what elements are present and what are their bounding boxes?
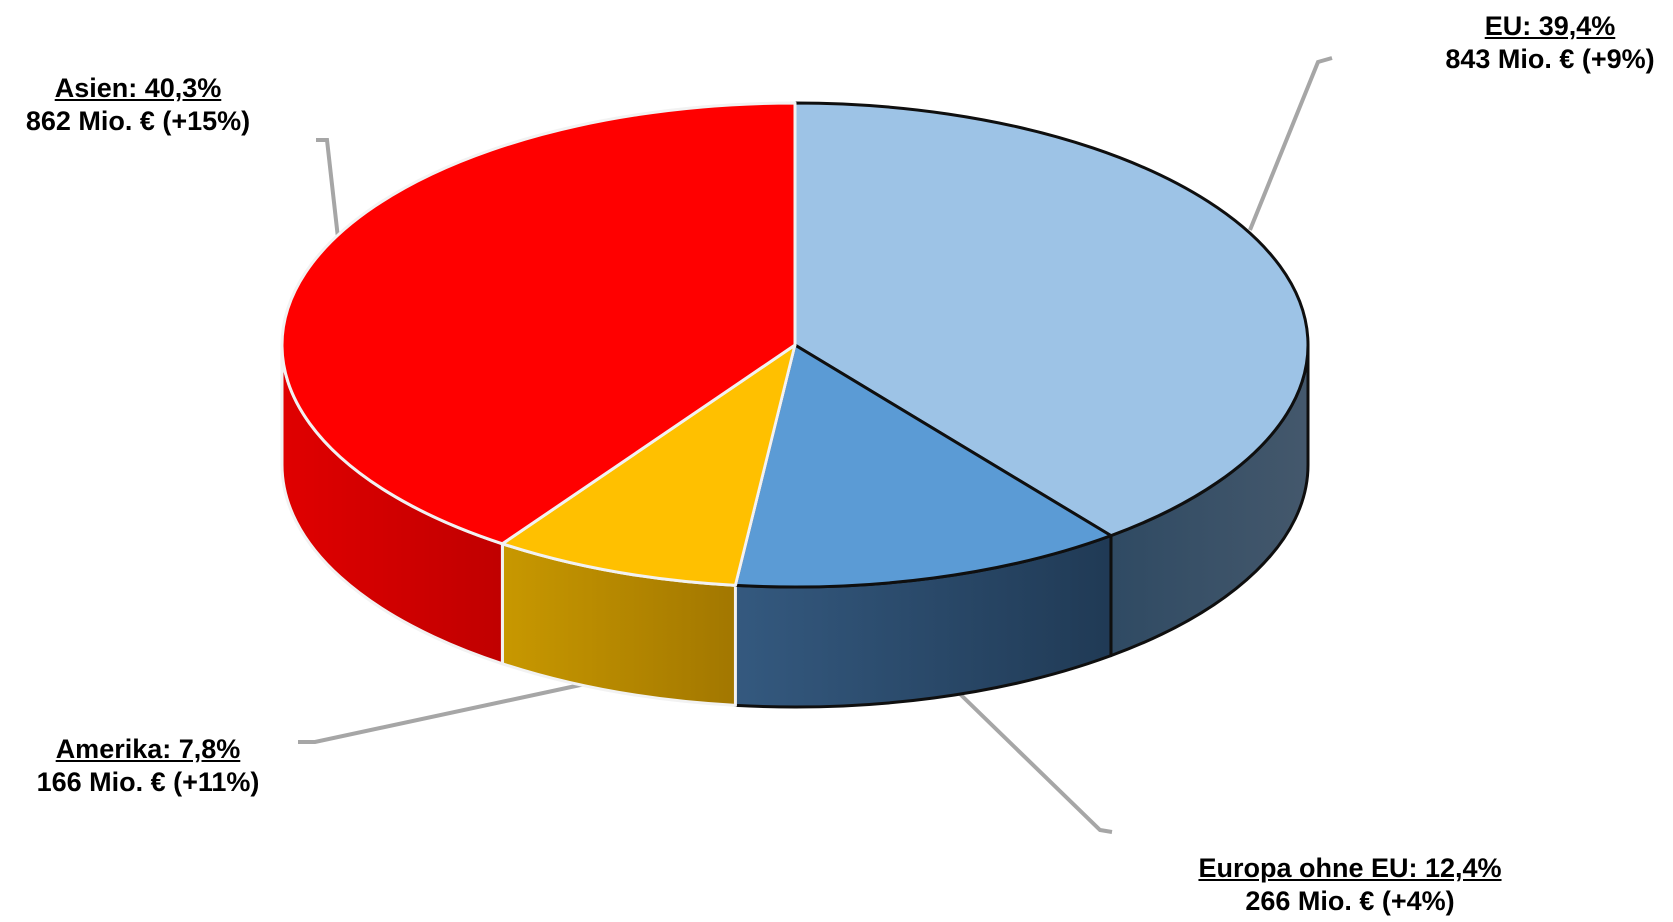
slice-europa-ohne-eu (733, 343, 1113, 589)
slice-label-europa-ohne-eu-name: Europa ohne EU: 12,4% (1198, 853, 1502, 883)
slice-label-amerika-amount: 166 Mio. € (+11%) (36, 767, 260, 797)
slice-label-europa-ohne-eu: Europa ohne EU: 12,4% 266 Mio. € (+4%) (1180, 852, 1520, 918)
slice-amerika (500, 343, 797, 587)
leader-lines (298, 56, 1333, 834)
slice-label-asien-amount: 862 Mio. € (+15%) (25, 106, 251, 136)
slice-label-eu-amount: 843 Mio. € (+9%) (1445, 44, 1655, 74)
pie-tops (280, 101, 1310, 589)
leader-line-asien (316, 138, 340, 239)
leader-line-amerika (298, 682, 586, 744)
slice-label-europa-ohne-eu-amount: 266 Mio. € (+4%) (1245, 886, 1455, 916)
slice-label-eu-name: EU: 39,4% (1484, 11, 1616, 41)
pie-sides (280, 343, 1310, 709)
slice-label-eu: EU: 39,4% 843 Mio. € (+9%) (1430, 10, 1670, 76)
leader-line-eu (1248, 56, 1333, 231)
slice-eu (793, 101, 1310, 538)
slice-asien (280, 101, 797, 546)
slice-label-asien-name: Asien: 40,3% (54, 73, 222, 103)
slice-label-amerika: Amerika: 7,8% 166 Mio. € (+11%) (18, 733, 278, 799)
slice-label-amerika-name: Amerika: 7,8% (55, 734, 241, 764)
slice-label-asien: Asien: 40,3% 862 Mio. € (+15%) (8, 72, 268, 138)
leader-line-europa-ohne-eu (958, 692, 1113, 834)
